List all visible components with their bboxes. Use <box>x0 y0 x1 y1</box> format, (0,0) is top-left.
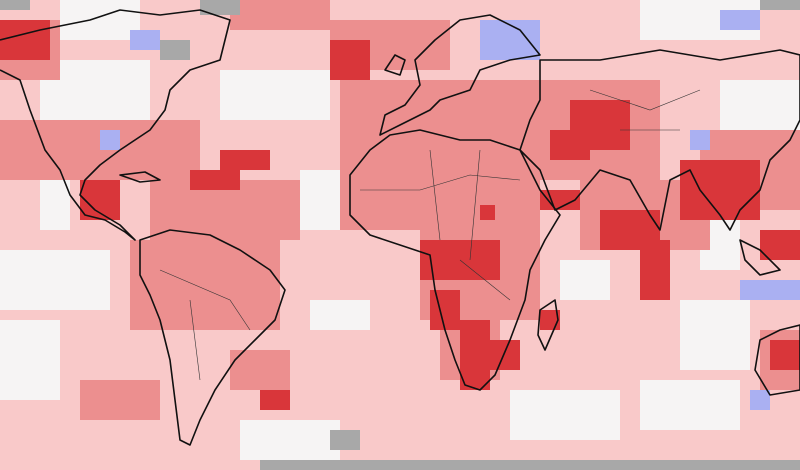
country-borders <box>159 89 701 381</box>
coastlines <box>0 9 800 446</box>
